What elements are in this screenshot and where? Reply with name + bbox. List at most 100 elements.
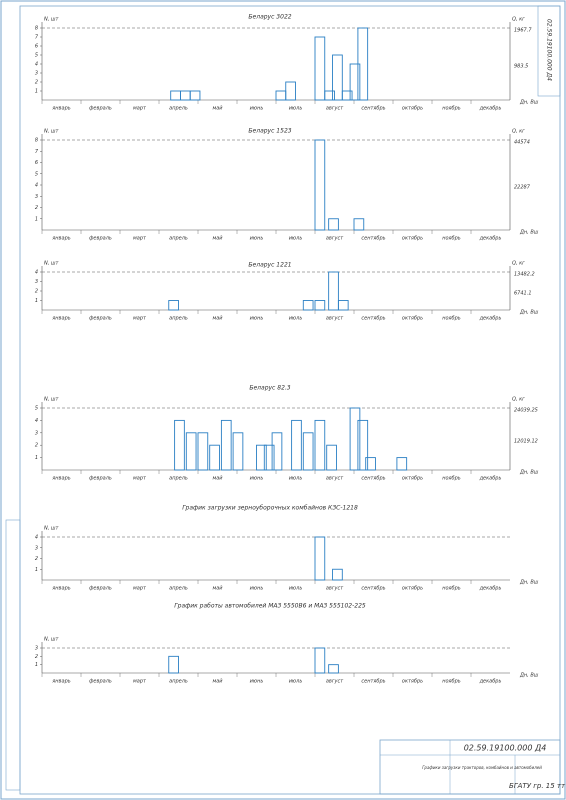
x-tick-label: июнь <box>250 679 264 685</box>
bar <box>341 90 353 101</box>
y-tick-label: 4 <box>35 270 38 276</box>
y2-axis-label: Q, кг <box>512 261 525 267</box>
x-tick-label: апрель <box>169 586 188 592</box>
x-tick-label: март <box>133 679 147 685</box>
bar <box>365 457 376 471</box>
y-tick-label: 3 <box>35 646 38 652</box>
bar <box>332 54 343 101</box>
x-axis-label: Дн, Вш <box>519 470 539 476</box>
y-tick-label: 3 <box>35 545 38 551</box>
x-tick-label: октябрь <box>402 316 423 322</box>
x-tick-label: июль <box>289 476 303 482</box>
bar <box>174 419 185 471</box>
bar <box>324 90 335 101</box>
y2-note: 13482.2 <box>514 272 535 278</box>
frame <box>19 5 561 795</box>
x-tick-label: октябрь <box>402 236 423 242</box>
x-tick-label: август <box>326 476 344 482</box>
bar <box>349 63 361 101</box>
bar <box>328 271 339 311</box>
x-tick-label: апрель <box>169 679 188 685</box>
y2-note: 24039.25 <box>514 408 538 414</box>
bar <box>326 444 337 471</box>
x-tick-label: февраль <box>89 236 112 242</box>
bar <box>189 90 201 101</box>
x-tick-label: июнь <box>250 236 264 242</box>
chart-title: Беларус 1523 <box>248 128 291 135</box>
bar <box>396 457 408 471</box>
x-tick-label: апрель <box>169 316 188 322</box>
x-tick-label: ноябрь <box>442 679 461 685</box>
bar <box>314 36 326 101</box>
y-axis-label: N, шт <box>44 397 59 403</box>
x-tick-label: июль <box>289 586 303 592</box>
x-tick-label: март <box>133 316 147 322</box>
y-tick-label: 5 <box>35 406 38 412</box>
x-tick-label: декабрь <box>479 316 502 322</box>
bar <box>337 300 349 311</box>
x-tick-label: апрель <box>169 236 188 242</box>
bar <box>263 444 275 471</box>
x-axis-label: Дн, Вш <box>519 310 539 316</box>
x-tick-label: март <box>133 586 147 592</box>
x-tick-label: май <box>212 316 223 322</box>
x-tick-label: март <box>133 106 147 112</box>
y2-note: 983.5 <box>514 64 528 70</box>
bar <box>232 432 244 471</box>
x-tick-label: июль <box>289 316 303 322</box>
x-tick-label: март <box>133 476 147 482</box>
bar <box>314 419 326 471</box>
bar <box>328 664 339 674</box>
y-tick-label: 2 <box>35 556 38 562</box>
x-tick-label: сентябрь <box>361 106 385 112</box>
x-tick-label: декабрь <box>479 586 502 592</box>
bar <box>209 444 220 471</box>
x-tick-label: май <box>212 679 223 685</box>
chart-title: Беларус 3022 <box>248 14 291 21</box>
chart-title: Беларус 82.3 <box>249 385 290 392</box>
x-axis-label: Дн, Вш <box>519 673 539 679</box>
x-tick-label: июнь <box>250 316 264 322</box>
x-tick-label: декабрь <box>479 679 502 685</box>
x-axis-label: Дн, Вш <box>519 580 539 586</box>
bar <box>332 568 343 581</box>
x-tick-label: январь <box>52 679 70 685</box>
bar <box>353 218 365 231</box>
x-tick-label: сентябрь <box>361 476 385 482</box>
y-tick-label: 3 <box>35 430 38 436</box>
bar <box>220 419 232 471</box>
x-tick-label: июнь <box>250 586 264 592</box>
bar <box>314 139 326 231</box>
x-tick-label: май <box>212 236 223 242</box>
y-tick-label: 3 <box>35 194 38 200</box>
x-tick-label: февраль <box>89 679 112 685</box>
y2-note: 6741.1 <box>514 291 532 297</box>
x-tick-label: сентябрь <box>361 236 385 242</box>
x-tick-label: май <box>212 476 223 482</box>
x-tick-label: ноябрь <box>442 236 461 242</box>
y-tick-label: 5 <box>35 171 38 177</box>
y-axis-label: N, шт <box>44 526 59 532</box>
x-axis-label: Дн, Вш <box>519 230 539 236</box>
x-tick-label: сентябрь <box>361 316 385 322</box>
tb-org: БГАТУ гр. 15 тт <box>509 782 566 790</box>
x-tick-label: февраль <box>89 106 112 112</box>
x-tick-label: август <box>326 586 344 592</box>
x-tick-label: июнь <box>250 476 264 482</box>
y2-note: 44574 <box>514 140 530 146</box>
y2-axis-label: Q, кг <box>512 129 525 135</box>
x-tick-label: ноябрь <box>442 106 461 112</box>
x-tick-label: июль <box>289 679 303 685</box>
x-tick-label: декабрь <box>479 236 502 242</box>
y-tick-label: 2 <box>35 443 38 449</box>
bar <box>185 432 197 471</box>
x-tick-label: февраль <box>89 476 112 482</box>
x-tick-label: октябрь <box>402 679 423 685</box>
y-tick-label: 2 <box>35 80 38 86</box>
x-tick-label: август <box>326 316 344 322</box>
title-block <box>379 739 561 795</box>
x-tick-label: декабрь <box>479 476 502 482</box>
y-axis-label: N, шт <box>44 129 59 135</box>
y-tick-label: 3 <box>35 279 38 285</box>
